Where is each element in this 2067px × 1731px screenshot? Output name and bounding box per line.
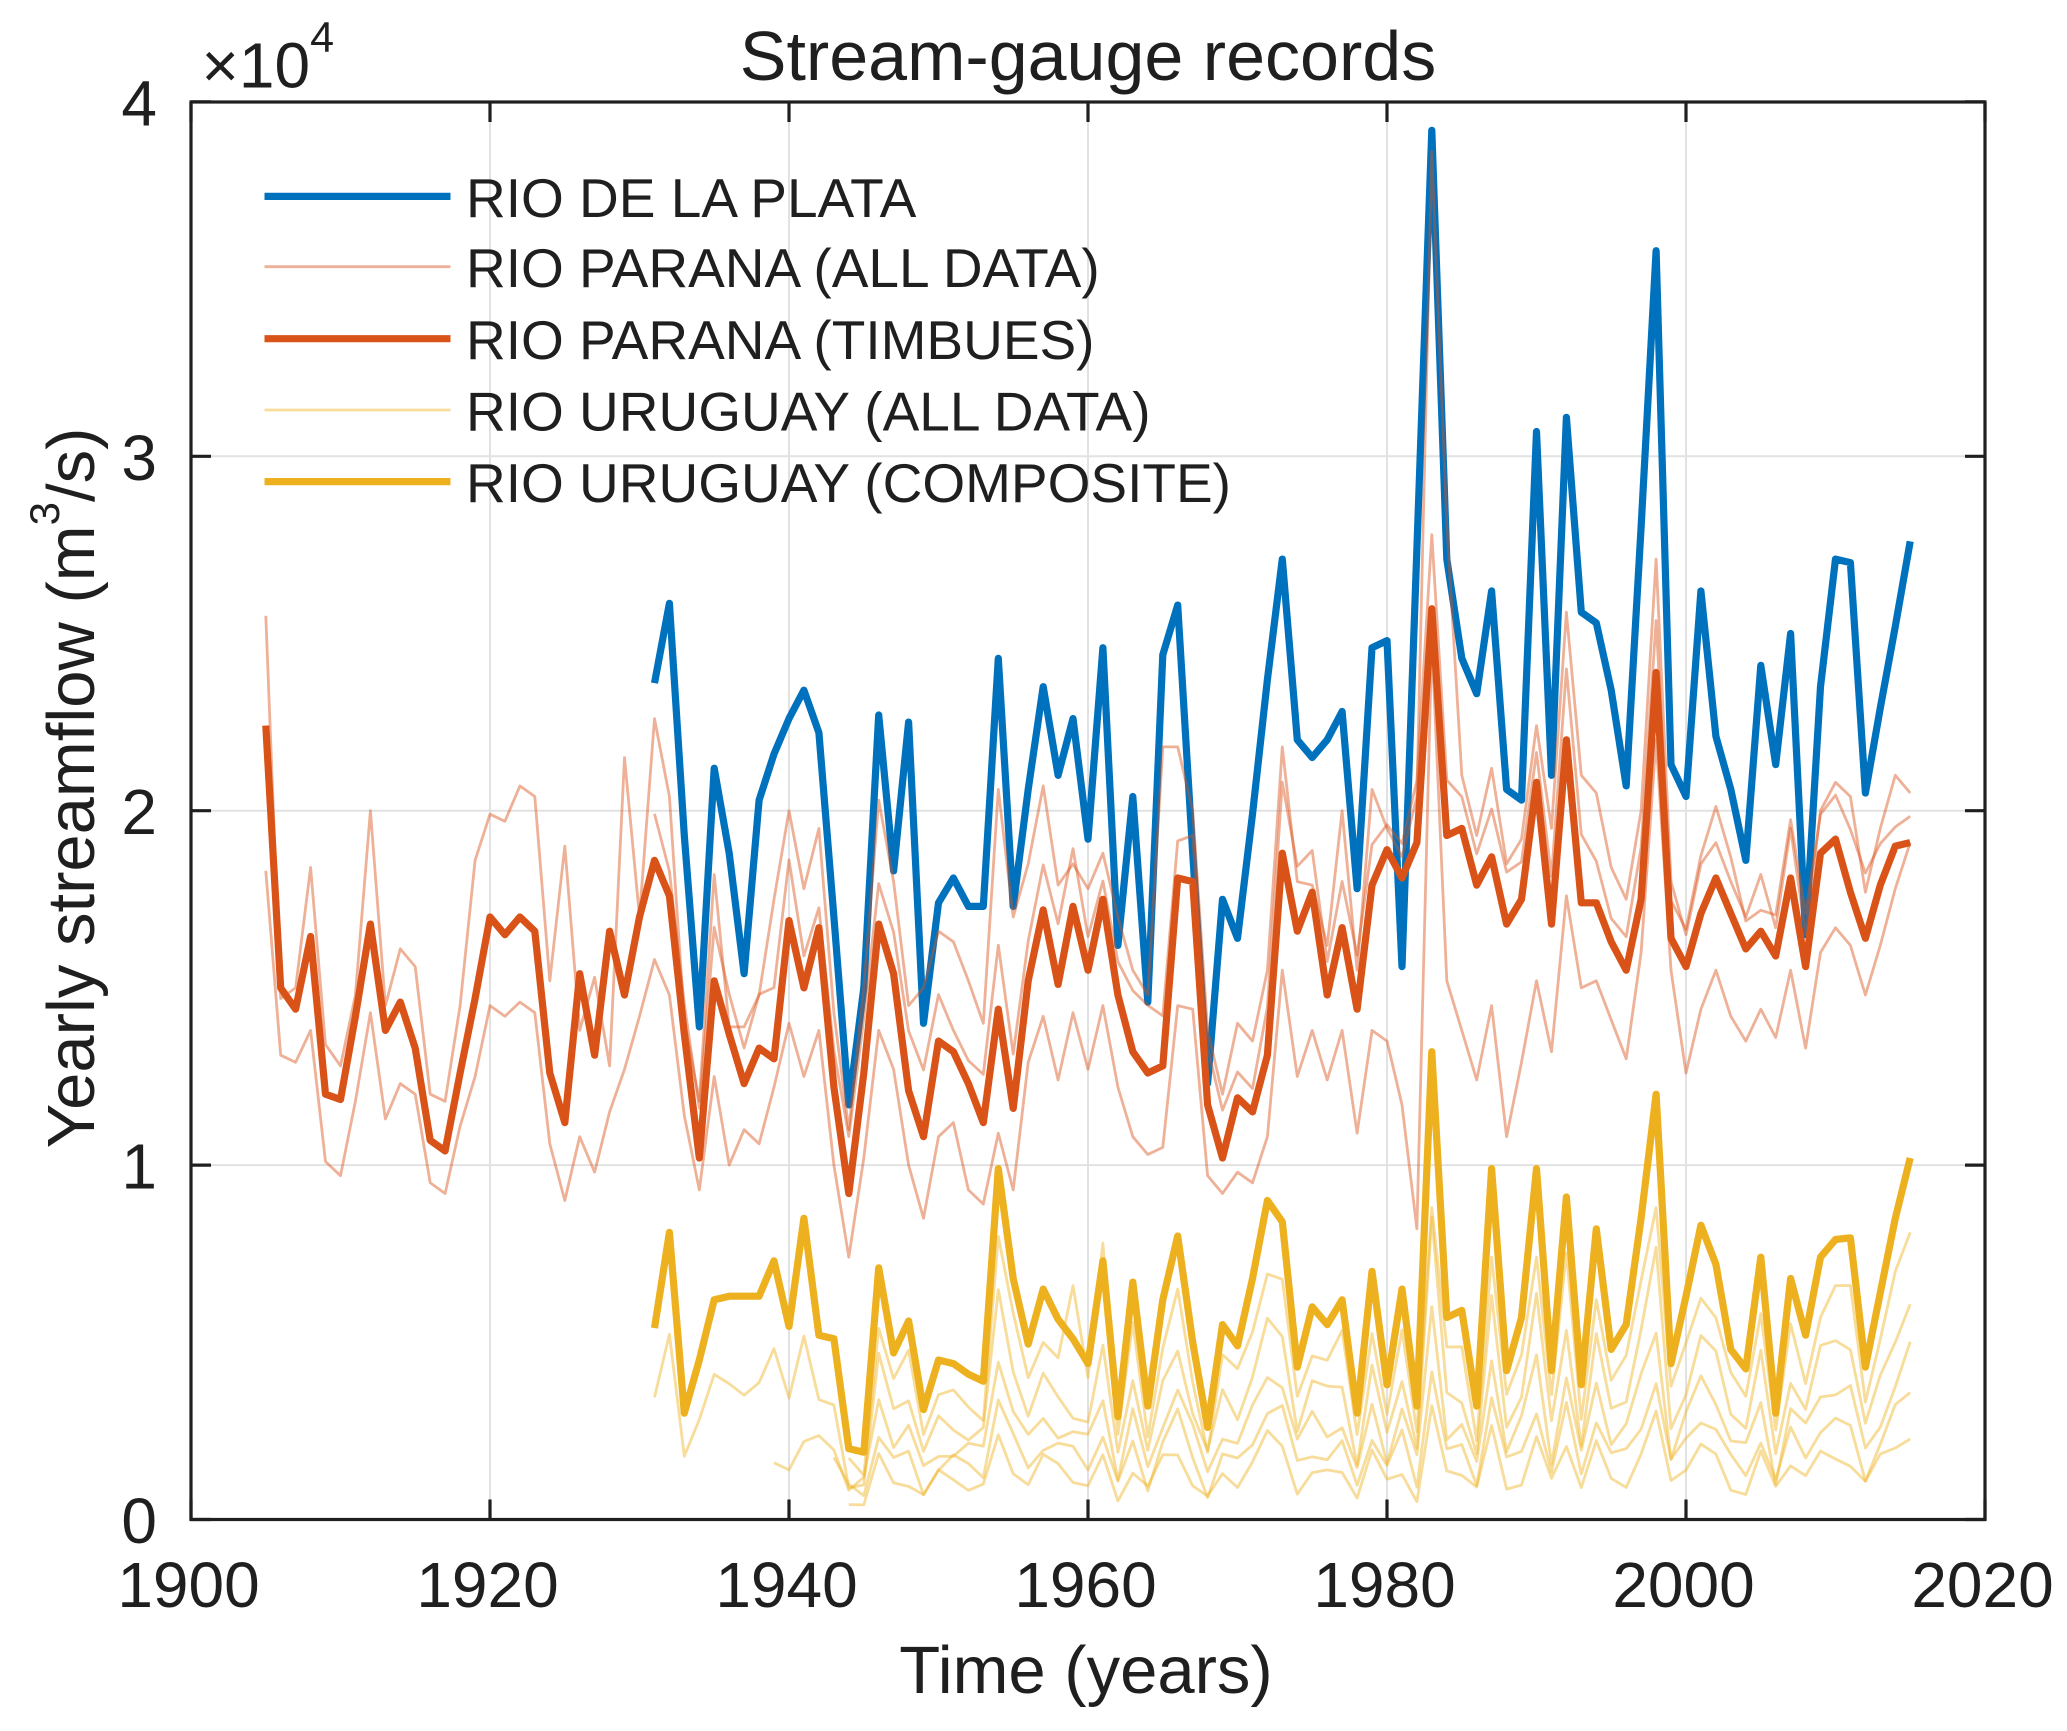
svg-text:RIO PARANA (ALL DATA): RIO PARANA (ALL DATA) [466, 237, 1100, 299]
svg-text:1: 1 [121, 1131, 157, 1203]
svg-text:1940: 1940 [715, 1549, 857, 1621]
svg-text:Time (years): Time (years) [899, 1633, 1272, 1708]
svg-text:3: 3 [121, 422, 157, 494]
svg-text:2000: 2000 [1612, 1549, 1754, 1621]
svg-text:1920: 1920 [416, 1549, 558, 1621]
svg-text:2020: 2020 [1911, 1549, 2053, 1621]
svg-text:1900: 1900 [117, 1549, 259, 1621]
svg-text:×104: ×104 [202, 14, 334, 102]
svg-text:Yearly streamflow (m3/s): Yearly streamflow (m3/s) [21, 428, 109, 1149]
svg-text:RIO PARANA (TIMBUES): RIO PARANA (TIMBUES) [466, 309, 1095, 371]
svg-text:RIO DE LA PLATA: RIO DE LA PLATA [466, 167, 917, 229]
svg-text:RIO URUGUAY (ALL DATA): RIO URUGUAY (ALL DATA) [466, 381, 1151, 443]
svg-text:RIO URUGUAY (COMPOSITE): RIO URUGUAY (COMPOSITE) [466, 452, 1231, 514]
svg-text:1960: 1960 [1014, 1549, 1156, 1621]
svg-text:1980: 1980 [1313, 1549, 1455, 1621]
svg-text:2: 2 [121, 776, 157, 848]
svg-text:Stream-gauge records: Stream-gauge records [740, 17, 1436, 95]
svg-text:4: 4 [121, 67, 157, 139]
svg-text:0: 0 [121, 1485, 157, 1557]
